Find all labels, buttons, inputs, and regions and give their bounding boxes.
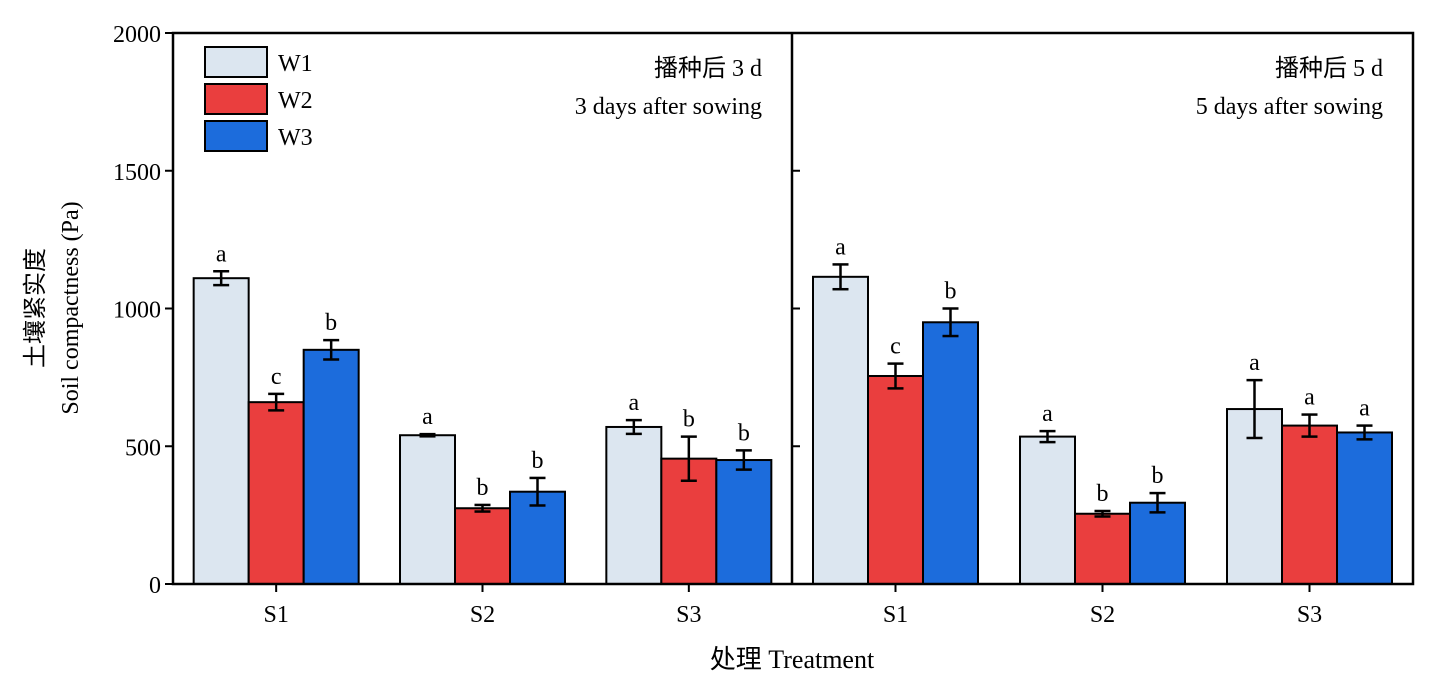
bar-S3-W3 xyxy=(1336,431,1393,585)
significance-letter: c xyxy=(271,364,282,390)
legend: W1 W2 W3 xyxy=(204,46,313,152)
y-axis-label-cn: 土壤紧实度 xyxy=(22,248,49,368)
significance-letter: b xyxy=(945,279,957,305)
significance-letter: b xyxy=(1152,463,1164,489)
significance-letter: a xyxy=(629,390,640,416)
bar-S2-W1 xyxy=(399,434,456,586)
legend-swatch-W3 xyxy=(204,120,268,152)
significance-letter: b xyxy=(683,407,695,433)
bar-S2-W2 xyxy=(1074,512,1131,585)
significance-letter: a xyxy=(1249,350,1260,376)
legend-swatch-W2 xyxy=(204,83,268,115)
x-tick-label: S3 xyxy=(1297,602,1322,628)
bar-S1-W3 xyxy=(922,321,979,585)
legend-label-W3: W3 xyxy=(278,125,313,151)
bar-S1-W1 xyxy=(812,275,869,585)
legend-swatch-W1 xyxy=(204,46,268,78)
legend-label-W1: W1 xyxy=(278,51,313,77)
bar-S2-W3 xyxy=(1129,501,1186,586)
panel-2: a c b a b b a a a 播种后 5 d 5 days after sowing xyxy=(812,55,1393,586)
significance-letter: a xyxy=(1359,396,1370,422)
x-tick-label: S1 xyxy=(263,602,288,628)
bar-S1-W2 xyxy=(247,401,305,586)
bar-S1-W3 xyxy=(302,348,360,586)
x-tick-label: S2 xyxy=(1090,602,1115,628)
significance-letter: a xyxy=(216,241,227,267)
significance-letter: b xyxy=(477,475,489,501)
bar-S3-W2 xyxy=(1281,424,1338,585)
x-axis-label: 处理 Treatment xyxy=(710,645,875,674)
significance-letter: a xyxy=(835,234,846,260)
significance-letter: b xyxy=(738,420,750,446)
legend-label-W2: W2 xyxy=(278,88,313,114)
significance-letter: b xyxy=(1097,481,1109,507)
bar-S3-W3 xyxy=(715,459,773,585)
panel-title-en: 5 days after sowing xyxy=(1196,94,1383,120)
x-tick-label: S1 xyxy=(883,602,908,628)
y-tick-label: 2000 xyxy=(113,22,161,48)
significance-letter: c xyxy=(890,334,901,360)
significance-letter: b xyxy=(532,448,544,474)
panel-title-cn: 播种后 5 d xyxy=(1275,55,1383,82)
bar-S1-W2 xyxy=(867,374,924,585)
y-axis-label-en: Soil compactness (Pa) xyxy=(58,201,84,414)
significance-letter: a xyxy=(422,404,433,430)
x-tick-label: S3 xyxy=(676,602,701,628)
x-axis-ticks: S1 S2 S3 S1 S2 S3 xyxy=(263,584,1322,628)
chart-panels: a c b a b b a b b 播种后 3 d 3 days after sowing a c b a b… xyxy=(192,55,1393,586)
y-tick-label: 0 xyxy=(149,573,161,599)
y-tick-label: 1000 xyxy=(113,298,161,324)
significance-letter: a xyxy=(1042,401,1053,427)
panel-title-cn: 播种后 3 d xyxy=(654,55,762,82)
x-tick-label: S2 xyxy=(470,602,495,628)
bar-S1-W1 xyxy=(192,277,250,585)
y-tick-label: 1500 xyxy=(113,160,161,186)
panel-1: a c b a b b a b b 播种后 3 d 3 days after sowing xyxy=(192,55,773,586)
bar-S2-W2 xyxy=(454,507,511,585)
y-axis-ticks: 0 500 1000 1500 2000 xyxy=(113,22,1415,599)
panel-title-en: 3 days after sowing xyxy=(575,94,762,120)
y-tick-label: 500 xyxy=(125,435,161,461)
bar-S3-W1 xyxy=(605,425,663,585)
significance-letter: a xyxy=(1304,385,1315,411)
significance-letter: b xyxy=(325,310,337,336)
bar-S2-W1 xyxy=(1019,435,1076,586)
